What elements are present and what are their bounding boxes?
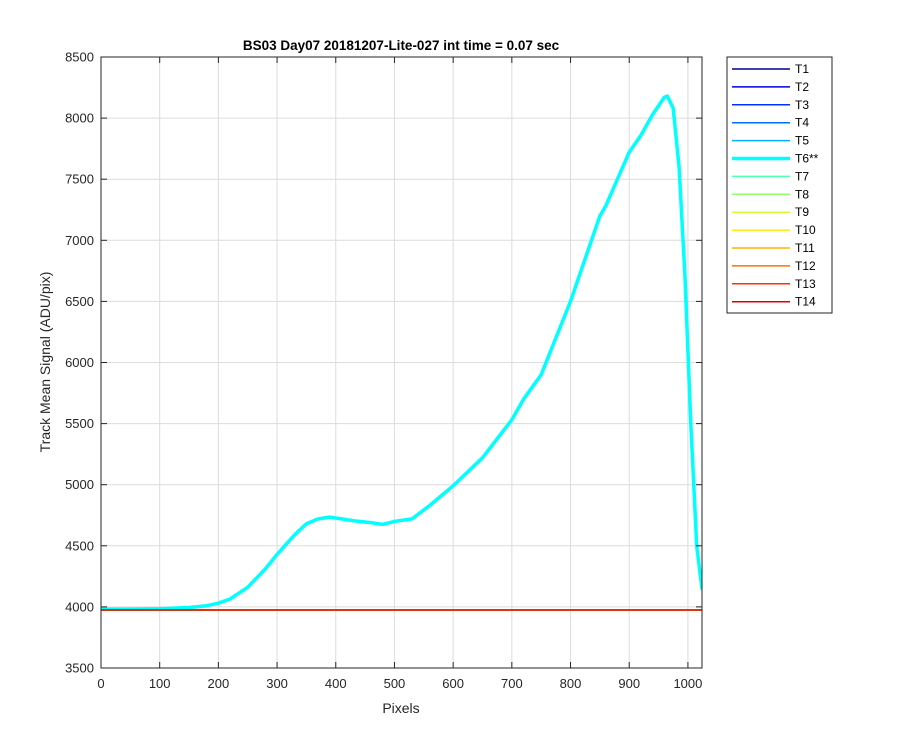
x-tick-label: 0 — [97, 676, 104, 691]
y-tick-label: 6500 — [65, 294, 94, 309]
legend: T1 T2 T3 T4 T5 T6** T7 T8 T9 T10 T11 T12 T13 T14 — [726, 56, 833, 314]
legend-item-t3: T3 — [732, 98, 809, 112]
x-tick-label: 500 — [384, 676, 406, 691]
legend-label: T1 — [795, 62, 809, 76]
x-tick-label: 700 — [501, 676, 523, 691]
legend-label: T11 — [795, 241, 815, 255]
legend-item-t13: T13 — [732, 277, 816, 291]
legend-item-t7: T7 — [732, 169, 809, 183]
y-tick-label: 4500 — [65, 538, 94, 553]
legend-label: T10 — [795, 223, 816, 237]
legend-label: T3 — [795, 98, 809, 112]
x-tick-label: 400 — [325, 676, 347, 691]
legend-label: T9 — [795, 205, 809, 219]
legend-item-t10: T10 — [732, 223, 816, 237]
x-tick-label: 800 — [560, 676, 582, 691]
legend-label: T7 — [795, 169, 809, 183]
y-tick-label: 8500 — [65, 50, 94, 65]
legend-label: T13 — [795, 277, 816, 291]
x-tick-label: 300 — [266, 676, 288, 691]
y-tick-label: 4000 — [65, 599, 94, 614]
chart-title: BS03 Day07 20181207-Lite-027 int time = … — [243, 38, 560, 53]
legend-label: T5 — [795, 134, 809, 148]
legend-label: T14 — [795, 295, 816, 309]
legend-item-t6: T6** — [732, 152, 819, 166]
legend-item-t12: T12 — [732, 259, 816, 273]
legend-item-t2: T2 — [732, 80, 809, 94]
y-tick-label: 7500 — [65, 172, 94, 187]
series-lines — [101, 94, 702, 612]
x-tick-label: 900 — [618, 676, 640, 691]
legend-box — [726, 56, 833, 314]
x-tick-label: 1000 — [673, 676, 702, 691]
series-line-t6 — [101, 94, 702, 612]
legend-item-t9: T9 — [732, 205, 809, 219]
axis-ticks: 0 100 200 300 400 500 600 700 800 900 1000 3500 4000… — [65, 50, 702, 692]
legend-item-t14: T14 — [732, 295, 816, 309]
x-axis-title: Pixels — [382, 700, 419, 716]
y-tick-label: 7000 — [65, 233, 94, 248]
x-tick-label: 600 — [442, 676, 464, 691]
legend-item-t11: T11 — [732, 241, 815, 255]
legend-item-t4: T4 — [732, 116, 809, 130]
y-tick-label: 5000 — [65, 477, 94, 492]
legend-item-t5: T5 — [732, 134, 809, 148]
y-tick-label: 3500 — [65, 661, 94, 676]
y-tick-label: 8000 — [65, 111, 94, 126]
y-tick-label: 5500 — [65, 416, 94, 431]
x-tick-label: 100 — [149, 676, 171, 691]
legend-label: T12 — [795, 259, 816, 273]
legend-label: T4 — [795, 116, 809, 130]
legend-label: T2 — [795, 80, 809, 94]
legend-label: T6** — [795, 152, 819, 166]
legend-item-t1: T1 — [732, 62, 809, 76]
legend-item-t8: T8 — [732, 187, 809, 201]
y-axis-title: Track Mean Signal (ADU/pix) — [37, 272, 53, 453]
x-tick-label: 200 — [208, 676, 230, 691]
y-tick-label: 6000 — [65, 355, 94, 370]
legend-label: T8 — [795, 187, 809, 201]
